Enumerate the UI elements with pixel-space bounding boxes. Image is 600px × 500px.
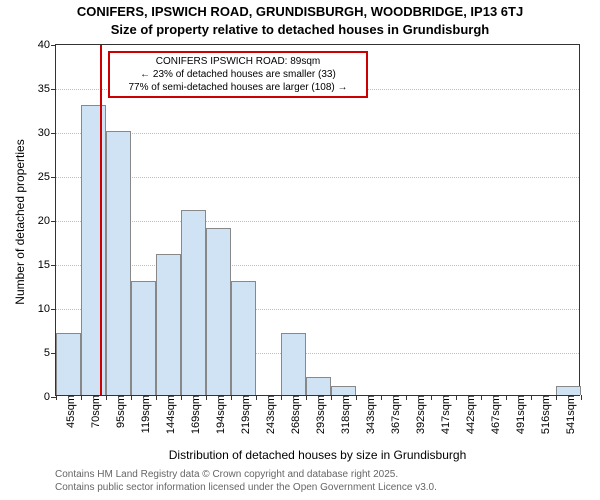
ytick-mark xyxy=(51,265,56,266)
xtick-mark xyxy=(456,395,457,400)
gridline xyxy=(56,177,579,178)
histogram-bar xyxy=(156,254,181,395)
histogram-bar xyxy=(181,210,206,395)
histogram-bar xyxy=(556,386,581,395)
property-marker-line xyxy=(100,45,102,395)
xtick-label: 293sqm xyxy=(311,395,327,434)
xtick-mark xyxy=(331,395,332,400)
xtick-mark xyxy=(356,395,357,400)
y-axis-label: Number of detached properties xyxy=(13,122,27,322)
xtick-mark xyxy=(431,395,432,400)
x-axis-label: Distribution of detached houses by size … xyxy=(55,448,580,462)
callout-line2: ← 23% of detached houses are smaller (33… xyxy=(114,68,362,81)
callout-line3: 77% of semi-detached houses are larger (… xyxy=(114,81,362,94)
xtick-mark xyxy=(206,395,207,400)
chart-footer: Contains HM Land Registry data © Crown c… xyxy=(55,468,437,494)
xtick-mark xyxy=(406,395,407,400)
xtick-mark xyxy=(56,395,57,400)
histogram-bar xyxy=(331,386,356,395)
xtick-label: 45sqm xyxy=(61,395,77,428)
xtick-label: 392sqm xyxy=(411,395,427,434)
histogram-bar xyxy=(206,228,231,395)
xtick-mark xyxy=(281,395,282,400)
xtick-label: 417sqm xyxy=(436,395,452,434)
histogram-bar xyxy=(231,281,256,395)
xtick-label: 144sqm xyxy=(161,395,177,434)
xtick-label: 219sqm xyxy=(236,395,252,434)
xtick-label: 119sqm xyxy=(136,395,152,433)
xtick-label: 70sqm xyxy=(86,395,102,428)
chart-title-line2: Size of property relative to detached ho… xyxy=(0,22,600,37)
ytick-mark xyxy=(51,89,56,90)
xtick-mark xyxy=(581,395,582,400)
callout-line1: CONIFERS IPSWICH ROAD: 89sqm xyxy=(114,55,362,68)
xtick-mark xyxy=(231,395,232,400)
plot-area: 051015202530354045sqm70sqm95sqm119sqm144… xyxy=(55,44,580,396)
xtick-mark xyxy=(531,395,532,400)
xtick-mark xyxy=(381,395,382,400)
ytick-mark xyxy=(51,309,56,310)
xtick-mark xyxy=(306,395,307,400)
histogram-bar xyxy=(306,377,331,395)
ytick-mark xyxy=(51,133,56,134)
xtick-mark xyxy=(106,395,107,400)
xtick-mark xyxy=(481,395,482,400)
footer-line2: Contains public sector information licen… xyxy=(55,481,437,494)
xtick-mark xyxy=(131,395,132,400)
xtick-label: 541sqm xyxy=(561,395,577,434)
gridline xyxy=(56,265,579,266)
footer-line1: Contains HM Land Registry data © Crown c… xyxy=(55,468,437,481)
xtick-label: 442sqm xyxy=(461,395,477,434)
xtick-mark xyxy=(506,395,507,400)
histogram-bar xyxy=(131,281,156,395)
ytick-mark xyxy=(51,177,56,178)
xtick-label: 169sqm xyxy=(186,395,202,434)
gridline xyxy=(56,133,579,134)
xtick-mark xyxy=(181,395,182,400)
histogram-bar xyxy=(281,333,306,395)
xtick-label: 491sqm xyxy=(511,395,527,434)
histogram-bar xyxy=(81,105,106,395)
xtick-label: 367sqm xyxy=(386,395,402,434)
histogram-bar xyxy=(56,333,81,395)
ytick-mark xyxy=(51,45,56,46)
gridline xyxy=(56,221,579,222)
xtick-label: 194sqm xyxy=(211,395,227,434)
xtick-mark xyxy=(156,395,157,400)
xtick-label: 516sqm xyxy=(536,395,552,434)
xtick-label: 95sqm xyxy=(111,395,127,428)
chart-title-line1: CONIFERS, IPSWICH ROAD, GRUNDISBURGH, WO… xyxy=(0,4,600,19)
property-size-histogram: CONIFERS, IPSWICH ROAD, GRUNDISBURGH, WO… xyxy=(0,0,600,500)
xtick-mark xyxy=(81,395,82,400)
xtick-label: 343sqm xyxy=(361,395,377,434)
ytick-mark xyxy=(51,221,56,222)
xtick-label: 243sqm xyxy=(261,395,277,434)
xtick-label: 268sqm xyxy=(286,395,302,434)
xtick-label: 467sqm xyxy=(486,395,502,434)
histogram-bar xyxy=(106,131,131,395)
xtick-mark xyxy=(256,395,257,400)
xtick-mark xyxy=(556,395,557,400)
xtick-label: 318sqm xyxy=(336,395,352,434)
property-callout: CONIFERS IPSWICH ROAD: 89sqm← 23% of det… xyxy=(108,51,368,98)
